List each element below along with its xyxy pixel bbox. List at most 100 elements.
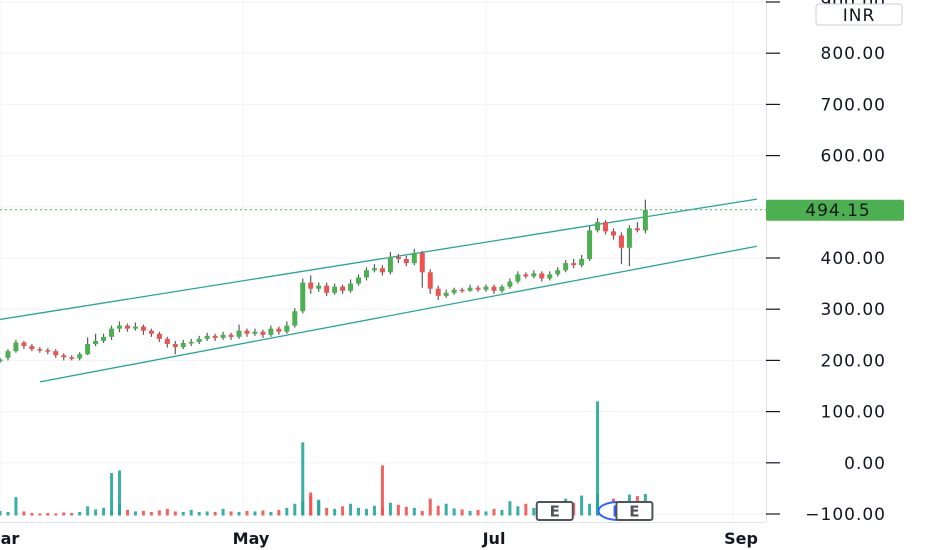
candle-body xyxy=(244,330,250,334)
volume-bar xyxy=(86,506,90,516)
candle xyxy=(77,352,83,361)
x-tick-label: Mar xyxy=(0,529,19,548)
candle xyxy=(579,254,585,268)
channel-line-lower xyxy=(39,245,758,383)
candle xyxy=(603,220,609,235)
candle xyxy=(443,289,449,298)
volume-bar xyxy=(197,511,201,516)
currency-label: INR xyxy=(843,6,876,26)
candle-body xyxy=(101,336,107,341)
x-axis[interactable]: Mar May Jul Sep xyxy=(0,529,758,548)
candlestick-series xyxy=(0,199,648,363)
volume-bar xyxy=(6,511,10,516)
candle-body xyxy=(603,222,609,232)
candle-body xyxy=(188,341,194,344)
event-box xyxy=(615,501,654,521)
candle xyxy=(53,349,59,358)
currency-badge[interactable]: INR xyxy=(815,3,903,26)
candle-body xyxy=(21,342,27,347)
volume-bar xyxy=(22,511,26,516)
candle-body xyxy=(77,354,83,359)
candle-body xyxy=(555,270,561,275)
volume-bar xyxy=(325,507,329,516)
candle-body xyxy=(642,209,648,231)
candle-body xyxy=(451,289,457,293)
candle-body xyxy=(69,357,75,359)
y-tick-label: −100.00 xyxy=(805,505,886,525)
candle-body xyxy=(212,335,218,338)
candle-body xyxy=(260,331,266,335)
volume-bar xyxy=(173,511,177,516)
candle-body xyxy=(587,230,593,260)
candle-body xyxy=(252,331,258,334)
candle xyxy=(618,232,624,265)
candle xyxy=(555,267,561,277)
volume-bar xyxy=(141,510,145,516)
candle xyxy=(109,325,115,340)
candle-body xyxy=(443,292,449,296)
volume-bar xyxy=(205,511,209,516)
candle xyxy=(212,333,218,341)
candle xyxy=(196,335,202,345)
volume-bar xyxy=(516,506,520,516)
candle xyxy=(459,287,465,293)
volume-bar xyxy=(14,497,18,516)
candle-body xyxy=(427,272,433,289)
candle xyxy=(587,226,593,262)
volume-bar xyxy=(38,513,42,516)
candle xyxy=(499,284,505,293)
y-tick-label: 100.00 xyxy=(821,403,886,423)
candle xyxy=(180,339,186,350)
last-price-badge: 494.15 xyxy=(766,199,904,221)
y-axis[interactable]: 900.00800.00700.00600.00400.00300.00200.… xyxy=(766,0,886,525)
candle xyxy=(156,331,162,342)
volume-bar xyxy=(165,508,169,516)
candle xyxy=(379,265,385,276)
y-tick-label: 200.00 xyxy=(821,351,886,371)
candle-body xyxy=(515,274,521,282)
y-tick-label: 400.00 xyxy=(821,249,886,269)
volume-bar xyxy=(452,508,456,516)
candle-body xyxy=(140,326,146,331)
candle-body xyxy=(5,351,11,358)
candle-body xyxy=(156,333,162,339)
candle-body xyxy=(316,285,322,289)
candle xyxy=(140,324,146,335)
volume-bar xyxy=(62,512,66,516)
volume-bar xyxy=(277,509,281,516)
volume-bar xyxy=(365,508,368,516)
volume-bar xyxy=(70,512,74,516)
volume-bar xyxy=(110,473,114,516)
candle xyxy=(364,267,369,281)
candle-body xyxy=(292,311,298,326)
candle-body xyxy=(539,273,545,279)
x-tick-label: May xyxy=(233,529,270,548)
candle xyxy=(276,326,282,335)
event-marker-e: E xyxy=(535,501,574,521)
x-tick-label: Sep xyxy=(724,529,758,548)
event-label: E xyxy=(629,503,639,521)
candle xyxy=(236,324,242,339)
volume-bars xyxy=(0,401,647,516)
volume-bar xyxy=(30,512,34,516)
candle xyxy=(403,255,409,267)
y-tick-label: 0.00 xyxy=(844,454,886,474)
y-tick-label: 800.00 xyxy=(821,44,886,64)
candle xyxy=(228,332,234,340)
candle-body xyxy=(523,274,529,277)
candle-body xyxy=(164,338,170,345)
candle xyxy=(21,340,27,350)
volume-bar xyxy=(349,503,353,516)
candle-body xyxy=(595,222,601,231)
candle-body xyxy=(547,274,553,279)
volume-bar xyxy=(460,509,464,516)
volume-bar xyxy=(118,470,122,516)
candle-body xyxy=(467,287,473,291)
volume-bar xyxy=(46,512,50,516)
candle xyxy=(172,340,178,355)
volume-bar xyxy=(269,511,273,516)
candle xyxy=(348,279,354,293)
candle-body xyxy=(284,325,290,332)
candle-body xyxy=(332,286,338,293)
